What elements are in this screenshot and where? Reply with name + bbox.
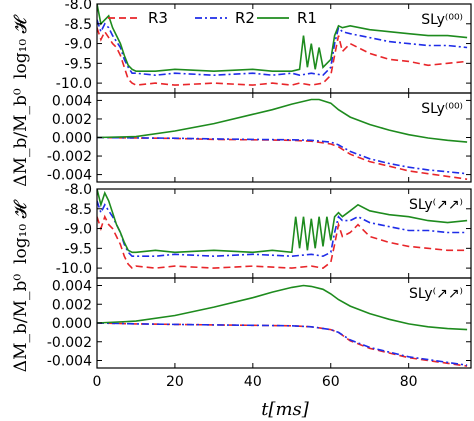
y-tick-label: 0.000 [52, 131, 92, 147]
y-tick-label: -8.5 [65, 17, 92, 33]
series-r3-line [97, 322, 468, 367]
x-tick-label: 20 [166, 374, 184, 390]
y-tick-label: -9.0 [65, 37, 92, 53]
y-tick-label: -8.0 [65, 182, 92, 198]
y-tick-label: -9.5 [65, 241, 92, 257]
legend-label-r3: R3 [148, 9, 168, 27]
series-r3-line [97, 27, 468, 86]
series-r1-line [97, 189, 468, 254]
series-r3-line [97, 214, 468, 270]
y-tick-label: -0.004 [47, 168, 92, 184]
x-axis-label: t[ms] [261, 399, 310, 420]
series-r1-line [97, 284, 468, 331]
series-r2-line [97, 19, 468, 77]
series-r2-line [97, 322, 468, 366]
y-tick-label: 0.002 [52, 112, 92, 128]
x-tick-label: 60 [322, 374, 340, 390]
series-r2-line [97, 136, 468, 175]
y-axis-label: ΔM_b/M_b⁰ [11, 88, 31, 187]
x-tick-label: 40 [244, 374, 262, 390]
legend: R3 R2 R1 [108, 9, 317, 27]
panel-4: 0.004 0.002 0.000 -0.002 -0.004 ΔM_b/M_b⁰ SLy⁽… [11, 274, 472, 390]
y-axis-label: ΔM_b/M_b⁰ [11, 274, 31, 373]
panel-label: SLy⁽⁰⁰⁾ [421, 101, 463, 117]
series-r1-line [97, 98, 468, 143]
series-r3-line [97, 136, 468, 180]
y-axis-label: log₁₀ 𝓗 [11, 199, 31, 264]
y-tick-label: 0.004 [52, 93, 92, 109]
y-tick-label: -10.0 [56, 261, 92, 277]
x-tick-label: 0 [93, 374, 102, 390]
legend-label-r2: R2 [235, 9, 255, 27]
series-r2-line [97, 200, 468, 258]
y-tick-label: -8.5 [65, 202, 92, 218]
y-tick-label: -10.0 [56, 76, 92, 92]
y-tick-label: 0.000 [52, 316, 92, 332]
y-axis-label: log₁₀ 𝓗 [11, 14, 31, 79]
panel-label: SLy⁽↗↗⁾ [409, 286, 463, 302]
y-tick-label: 0.002 [52, 297, 92, 313]
panel-2: 0.004 0.002 0.000 -0.002 -0.004 ΔM_b/M_b⁰ SLy⁽… [11, 88, 472, 187]
x-tick-label: 80 [400, 374, 418, 390]
y-tick-label: -0.004 [47, 354, 92, 370]
y-tick-label: -0.002 [47, 149, 92, 165]
y-tick-label: -8.0 [65, 0, 92, 13]
series-r1-line [97, 4, 468, 73]
panel-label: SLy⁽⁰⁰⁾ [421, 12, 463, 28]
legend-label-r1: R1 [297, 9, 317, 27]
y-tick-label: -9.5 [65, 56, 92, 72]
y-tick-label: 0.004 [52, 279, 92, 295]
y-tick-label: -9.0 [65, 222, 92, 238]
panel-3: -8.0 -8.5 -9.0 -9.5 -10.0 log₁₀ 𝓗 SLy⁽↗↗⁾ [11, 182, 472, 279]
panel-label: SLy⁽↗↗⁾ [409, 197, 463, 213]
y-tick-label: -0.002 [47, 335, 92, 351]
